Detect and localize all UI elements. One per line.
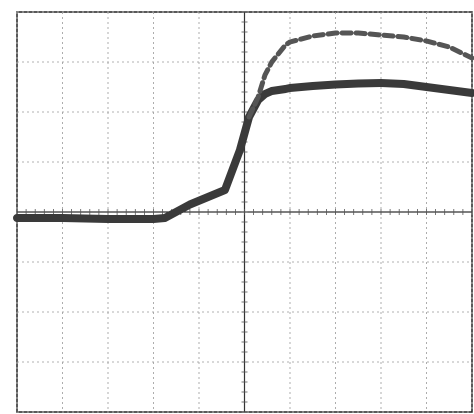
page: {"chart_data": { "type": "line", "x": [0…	[0, 0, 474, 414]
chart	[0, 0, 474, 414]
